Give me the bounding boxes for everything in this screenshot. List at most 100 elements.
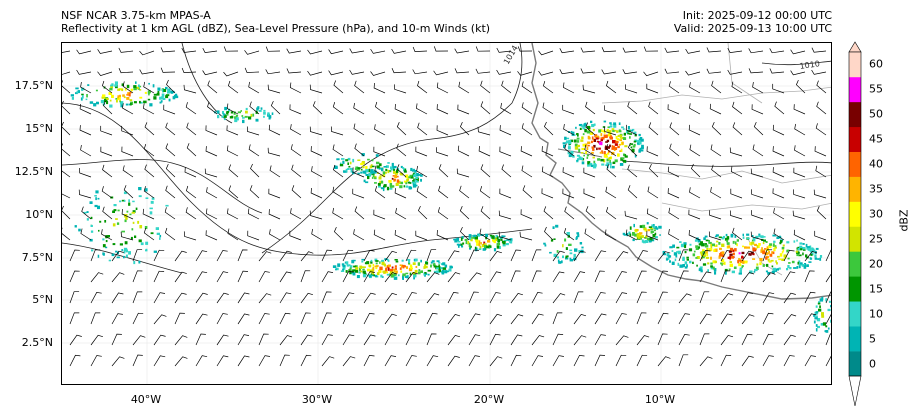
reflectivity-pixel [81, 87, 83, 91]
reflectivity-pixel [137, 220, 140, 224]
reflectivity-pixel [115, 98, 118, 100]
wind-barb [517, 71, 533, 76]
wind-barb [585, 122, 596, 136]
reflectivity-pixel [789, 267, 792, 270]
reflectivity-pixel [117, 95, 120, 99]
reflectivity-pixel [489, 234, 493, 237]
reflectivity-pixel [600, 141, 603, 146]
wind-barb [563, 82, 575, 94]
reflectivity-pixel [707, 269, 709, 272]
wind-barb [247, 208, 260, 220]
reflectivity-pixel [116, 100, 118, 103]
reflectivity-pixel [393, 273, 397, 276]
reflectivity-pixel [746, 233, 750, 236]
reflectivity-pixel [765, 252, 768, 256]
reflectivity-pixel [368, 274, 372, 278]
reflectivity-pixel [359, 267, 361, 272]
wind-barb [499, 188, 512, 199]
reflectivity-pixel [427, 269, 432, 272]
reflectivity-pixel [140, 242, 144, 246]
reflectivity-pixel [112, 223, 116, 227]
reflectivity-pixel [641, 235, 644, 238]
reflectivity-pixel [619, 139, 622, 142]
colorbar-tick-label: 20 [869, 257, 883, 271]
wind-barb [426, 333, 437, 346]
wind-barb [594, 313, 607, 325]
reflectivity-pixel [399, 264, 402, 267]
reflectivity-pixel [125, 217, 128, 220]
reflectivity-pixel [609, 136, 613, 140]
reflectivity-pixel [569, 259, 574, 262]
wind-barb [772, 188, 785, 199]
reflectivity-pixel [160, 100, 163, 103]
wind-barb [711, 164, 722, 178]
reflectivity-pixel [594, 139, 596, 142]
reflectivity-pixel [809, 249, 814, 252]
reflectivity-pixel [436, 270, 439, 274]
reflectivity-pixel [442, 262, 446, 266]
wind-barb [111, 250, 124, 262]
reflectivity-pixel [628, 231, 631, 235]
reflectivity-pixel [405, 185, 409, 188]
reflectivity-pixel [753, 270, 756, 273]
reflectivity-pixel [464, 238, 468, 241]
wind-barb [373, 209, 386, 220]
reflectivity-pixel [403, 185, 406, 188]
reflectivity-pixel [102, 238, 105, 241]
reflectivity-pixel [581, 147, 585, 150]
reflectivity-pixel [363, 179, 366, 183]
reflectivity-pixel [358, 271, 361, 274]
reflectivity-pixel [335, 268, 337, 271]
reflectivity-pixel [475, 239, 479, 243]
wind-barb [118, 67, 134, 74]
reflectivity-pixel [425, 261, 429, 265]
wind-barb [468, 291, 479, 304]
reflectivity-pixel [360, 168, 363, 171]
wind-barb [480, 101, 491, 115]
wind-barb [741, 250, 754, 262]
wind-barb [90, 312, 101, 325]
wind-barb [510, 314, 524, 325]
wind-barb [711, 121, 722, 136]
wind-barb [160, 47, 176, 53]
reflectivity-pixel [612, 140, 616, 144]
reflectivity-pixel [653, 226, 657, 229]
reflectivity-pixel [221, 115, 224, 118]
reflectivity-pixel [367, 268, 370, 272]
reflectivity-pixel [739, 269, 742, 273]
reflectivity-pixel [432, 263, 436, 266]
wind-barb [237, 334, 250, 346]
wind-barb [97, 49, 113, 54]
wind-barb [636, 335, 650, 346]
map-title: NSF NCAR 3.75-km MPAS-A Reflectivity at … [61, 9, 490, 35]
reflectivity-pixel [593, 165, 596, 168]
wind-barb [370, 49, 386, 54]
colorbar-segment [849, 276, 861, 302]
reflectivity-pixel [461, 245, 464, 248]
reflectivity-pixel [639, 147, 642, 150]
reflectivity-pixel [390, 167, 393, 171]
wind-barb [143, 186, 155, 199]
wind-barb [741, 355, 754, 367]
wind-barb [711, 80, 722, 94]
reflectivity-pixel [107, 235, 110, 238]
reflectivity-pixel [622, 137, 627, 140]
reflectivity-pixel [382, 174, 386, 178]
wind-barb [62, 50, 71, 53]
wind-barb [531, 249, 542, 262]
wind-barb [720, 334, 734, 346]
reflectivity-pixel [380, 274, 383, 278]
wind-barb [174, 271, 187, 283]
reflectivity-pixel [360, 163, 363, 166]
wind-barb [97, 71, 113, 77]
reflectivity-pixel [674, 258, 677, 262]
wind-barb [207, 80, 218, 94]
reflectivity-pixel [410, 265, 413, 269]
reflectivity-pixel [240, 110, 242, 112]
reflectivity-pixel [414, 170, 417, 173]
reflectivity-pixel [414, 182, 417, 185]
wind-barb [720, 293, 734, 304]
wind-barb [426, 272, 440, 283]
wind-barb [541, 146, 554, 157]
wind-barb [720, 354, 732, 367]
